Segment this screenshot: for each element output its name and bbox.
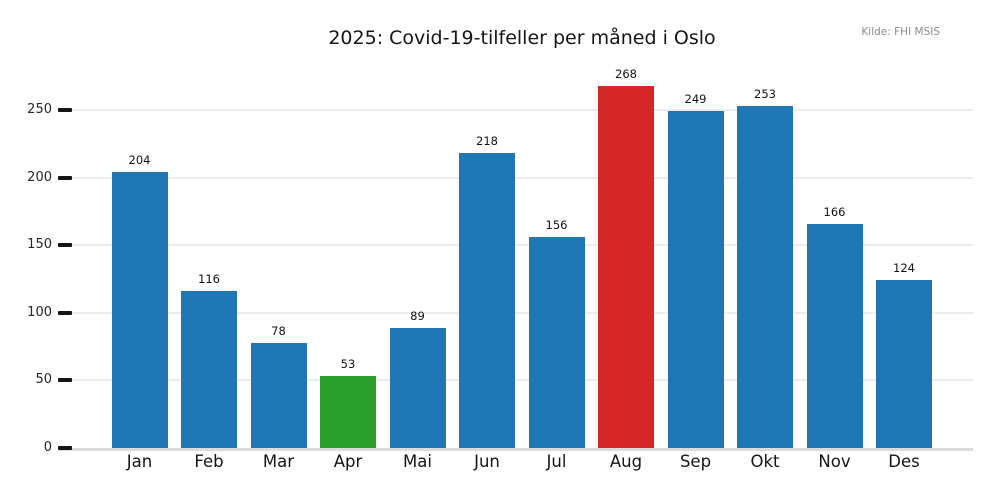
x-tick-label: Apr xyxy=(333,452,363,471)
gridline xyxy=(58,379,973,382)
x-tick-label: Okt xyxy=(750,452,780,471)
bar-value-label: 268 xyxy=(615,66,637,81)
bar-mai xyxy=(389,327,446,448)
bar-jul xyxy=(528,237,585,448)
bar-value-label: 53 xyxy=(340,357,356,372)
gridline xyxy=(58,311,973,314)
x-tick-label: Jan xyxy=(126,452,153,471)
y-tick-label: 250 xyxy=(27,102,52,117)
y-tick-label: 0 xyxy=(43,440,52,455)
gridline xyxy=(58,109,973,111)
y-tick-label: 150 xyxy=(27,237,52,253)
bar-feb xyxy=(181,291,237,448)
bar-value-label: 166 xyxy=(823,204,846,219)
y-tick-mark xyxy=(58,175,72,180)
x-tick-label: Des xyxy=(888,452,920,471)
gridline xyxy=(58,176,973,179)
y-tick-mark xyxy=(58,378,72,383)
y-tick-label: 100 xyxy=(27,304,52,320)
bar-jun xyxy=(459,153,515,448)
bar-value-label: 78 xyxy=(271,323,286,338)
y-tick-mark xyxy=(58,310,72,315)
bar-value-label: 204 xyxy=(128,153,151,168)
x-tick-label: Nov xyxy=(818,452,851,471)
bar-sep xyxy=(667,111,724,448)
bar-nov xyxy=(806,223,863,448)
chart-title: 2025: Covid-19-tilfeller per måned i Osl… xyxy=(328,27,716,49)
bar-okt xyxy=(737,105,793,448)
bar-des xyxy=(876,280,932,448)
bar-aug xyxy=(598,85,654,448)
y-tick-mark xyxy=(58,446,72,450)
bar-value-label: 253 xyxy=(754,86,776,101)
y-tick-label: 50 xyxy=(35,372,52,388)
x-tick-label: Jun xyxy=(474,452,500,471)
x-tick-label: Feb xyxy=(194,452,224,471)
x-tick-label: Aug xyxy=(609,452,643,471)
bar-value-label: 249 xyxy=(684,92,707,107)
bar-jan xyxy=(111,172,168,448)
y-tick-mark xyxy=(58,243,72,248)
bar-apr xyxy=(320,376,376,448)
x-tick-label: Sep xyxy=(679,452,712,471)
bar-value-label: 124 xyxy=(893,261,915,276)
bar-mar xyxy=(250,342,307,448)
bar-value-label: 156 xyxy=(545,218,568,233)
y-tick-mark xyxy=(58,108,72,112)
source-note: Kilde: FHI MSIS xyxy=(861,26,940,38)
x-tick-label: Mai xyxy=(403,452,432,471)
y-tick-label: 200 xyxy=(27,169,52,185)
bar-value-label: 116 xyxy=(198,272,220,287)
x-axis-baseline xyxy=(58,448,973,451)
bar-value-label: 89 xyxy=(410,308,425,323)
bar-value-label: 218 xyxy=(476,134,498,149)
x-tick-label: Jul xyxy=(546,452,567,471)
x-tick-label: Mar xyxy=(262,452,295,471)
gridline xyxy=(58,244,973,247)
